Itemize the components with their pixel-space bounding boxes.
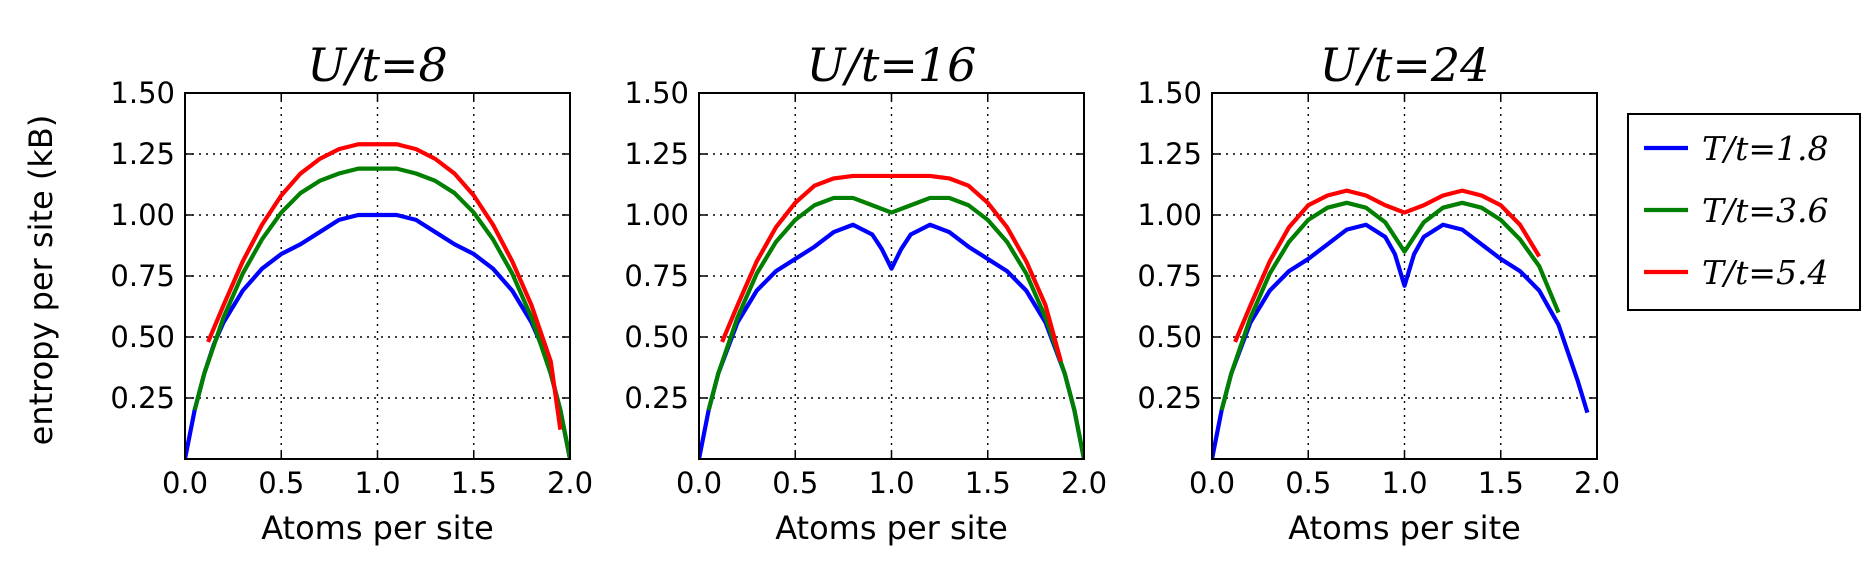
series-line-T/t=3.6 [192,166,570,459]
x-tick-label: 1.0 [1381,466,1427,500]
series-line-T/t=5.4 [206,142,563,431]
x-axis-label: Atoms per site [1288,509,1521,547]
y-tick-label: 1.00 [624,198,689,232]
y-tick-label: 1.50 [624,76,689,110]
y-tick-label: 1.50 [110,76,175,110]
x-tick-label: 2.0 [547,466,593,500]
x-tick-label: 1.5 [1478,466,1524,500]
chart-title: U/t=8 [307,38,448,92]
chart-title: U/t=24 [1320,38,1490,92]
y-tick-label: 0.75 [1137,259,1202,293]
x-tick-label: 0.5 [258,466,304,500]
x-tick-label: 1.0 [868,466,914,500]
y-tick-label: 0.50 [1137,320,1202,354]
x-axis-label: Atoms per site [775,509,1008,547]
x-tick-label: 1.0 [354,466,400,500]
legend: T/t=1.8 T/t=3.6 T/t=5.4 [1627,113,1861,311]
x-tick-label: 1.5 [451,466,497,500]
x-tick-label: 0.5 [1285,466,1331,500]
chart-panel-3: 0.0 0.5 1.0 1.5 2.0 0.25 0.50 0.75 1.00 1.25 1.50 U… [1137,38,1620,547]
x-tick-label: 1.5 [965,466,1011,500]
x-tick-label: 2.0 [1061,466,1107,500]
y-tick-label: 0.25 [1137,381,1202,415]
series-line-T/t=1.8 [699,222,1084,459]
y-axis-label: entropy per site (kB) [22,115,60,446]
series-line-T/t=3.6 [1219,200,1561,411]
y-tick-label: 0.25 [624,381,689,415]
legend-label: T/t=1.8 [1702,129,1829,168]
chart-panel-2: 0.0 0.5 1.0 1.5 2.0 0.25 0.50 0.75 1.00 1.25 1.50 U… [624,38,1107,547]
series-line-T/t=3.6 [706,195,1084,459]
x-tick-label: 0.5 [772,466,818,500]
legend-label: T/t=5.4 [1702,253,1829,292]
x-tick-label: 2.0 [1574,466,1620,500]
x-axis-label: Atoms per site [261,509,494,547]
y-tick-label: 1.00 [110,198,175,232]
y-tick-label: 0.75 [110,259,175,293]
chart-panel-1: 0.0 0.5 1.0 1.5 2.0 0.25 0.50 0.75 1.00 1.25 1.50 U… [110,38,593,547]
y-tick-label: 0.75 [624,259,689,293]
x-tick-label: 0.0 [676,466,722,500]
y-tick-label: 1.25 [110,137,175,171]
x-tick-label: 0.0 [1189,466,1235,500]
y-tick-label: 1.50 [1137,76,1202,110]
chart-title: U/t=16 [807,38,977,92]
y-tick-label: 0.25 [110,381,175,415]
y-tick-label: 0.50 [110,320,175,354]
y-tick-label: 1.00 [1137,198,1202,232]
series-line-T/t=5.4 [1233,188,1542,343]
y-tick-label: 1.25 [624,137,689,171]
y-tick-label: 1.25 [1137,137,1202,171]
y-tick-label: 0.50 [624,320,689,354]
series-line-T/t=1.8 [1212,222,1590,459]
x-tick-label: 0.0 [162,466,208,500]
series-line-T/t=5.4 [720,173,1063,362]
legend-label: T/t=3.6 [1702,191,1829,230]
